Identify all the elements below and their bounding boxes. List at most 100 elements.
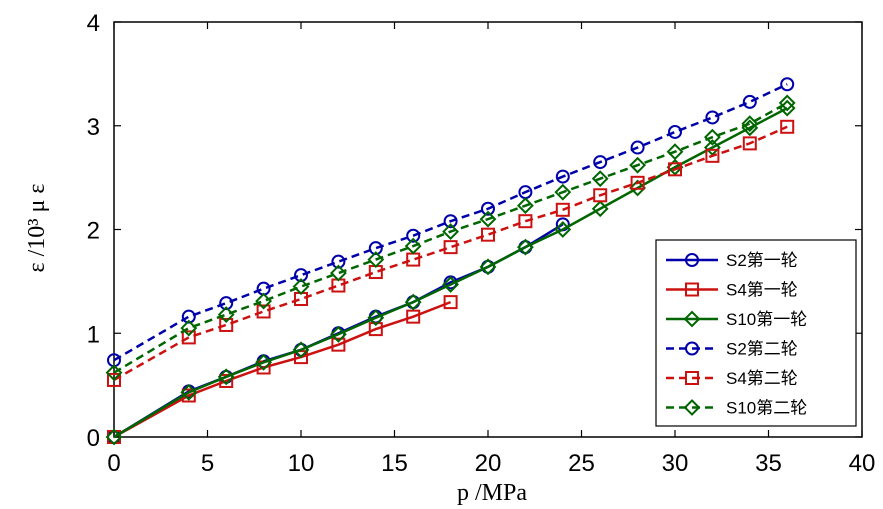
legend-label: S4第二轮 [726,369,798,388]
diamond-marker [180,383,198,401]
axis-ticks: 0 5 10 15 20 25 30 35 40 0 1 2 3 4 [87,10,876,477]
legend-entry: S4第二轮 [666,369,798,388]
square-marker [630,175,645,190]
diamond-marker [217,306,235,323]
square-marker [518,214,533,229]
diamond-marker [591,170,609,188]
diamond-marker [217,368,235,386]
diamond-marker [292,341,310,359]
square-marker [219,373,234,388]
diamond-marker [329,325,347,343]
diamond-marker [516,197,534,215]
legend-box [655,239,857,427]
legend: S2第一轮 S4第一轮 S10第一轮 S2第二轮 S4第二轮 S10第二轮 [655,239,857,427]
circle-marker [219,296,234,311]
circle-marker [685,341,699,356]
square-marker [668,162,682,177]
diamond-marker [367,309,385,327]
diamond-marker [554,221,572,238]
diamond-marker [442,223,460,240]
legend-label: S10第二轮 [726,399,807,418]
diamond-marker [591,200,609,218]
series-line [113,101,788,374]
circle-marker [742,94,757,109]
y-tick-label: 3 [87,114,100,141]
series-4 [107,77,795,368]
diamond-marker [255,292,273,310]
circle-marker [481,201,495,216]
diamond-marker [741,115,759,133]
square-marker [181,330,196,345]
legend-label: S4第一轮 [726,281,798,300]
y-tick-label: 2 [87,218,100,245]
square-marker [443,295,458,310]
x-tick-label: 10 [288,450,315,477]
circle-marker [630,140,645,155]
legend-entry: S2第一轮 [666,251,798,270]
circle-marker [368,241,383,256]
diamond-marker [404,293,422,311]
square-marker [107,372,121,387]
square-marker [685,282,699,297]
x-tick-label: 0 [107,450,120,477]
legend-entry: S2第二轮 [666,340,798,359]
square-marker [481,227,495,242]
circle-marker [331,254,346,269]
diamond-marker [666,143,684,161]
circle-marker [685,253,699,267]
square-marker [331,337,346,352]
circle-marker [705,110,720,125]
x-tick-label: 15 [381,450,408,477]
diamond-marker [105,364,123,382]
diamond-marker [629,156,647,174]
diamond-marker [703,128,721,146]
diamond-marker [683,399,701,416]
y-tick-label: 1 [87,321,100,348]
diamond-marker [292,278,310,295]
circle-marker [181,309,196,324]
diamond-marker [479,258,497,276]
circle-marker [294,268,308,283]
square-marker [256,304,271,319]
x-tick-label: 30 [662,450,689,477]
square-marker [368,322,383,337]
diamond-marker [479,210,497,228]
diamond-marker [329,264,347,282]
legend-entry: S10第二轮 [666,399,807,418]
square-marker [780,119,795,134]
circle-marker [555,169,570,184]
legend-label: S10第一轮 [726,310,807,329]
diamond-marker [629,179,647,197]
circle-marker [443,214,458,229]
legend-label: S2第一轮 [726,251,798,270]
legend-entry: S4第一轮 [666,281,798,300]
y-tick-label: 4 [87,10,100,37]
diamond-marker [666,158,684,176]
y-tick-label: 0 [87,425,100,452]
diamond-marker [367,251,385,269]
diamond-marker [683,310,701,328]
x-tick-label: 35 [755,450,782,477]
circle-marker [593,155,608,170]
x-tick-label: 20 [475,450,502,477]
diamond-marker [516,238,534,256]
diamond-marker [255,353,273,371]
diamond-marker [554,183,572,201]
x-axis-label: p /MPa [457,480,527,506]
circle-marker [780,77,795,92]
square-marker [219,317,234,332]
series-layer [105,77,796,446]
square-marker [742,136,757,151]
square-marker [406,309,421,324]
x-tick-label: 40 [849,450,876,477]
circle-marker [668,124,682,139]
square-marker [443,240,458,255]
square-marker [685,371,699,385]
diamond-marker [442,276,460,293]
circle-marker [406,228,421,243]
diamond-marker [778,94,796,112]
x-tick-label: 25 [568,450,595,477]
legend-entry: S10第一轮 [666,310,807,329]
diamond-marker [105,428,123,446]
